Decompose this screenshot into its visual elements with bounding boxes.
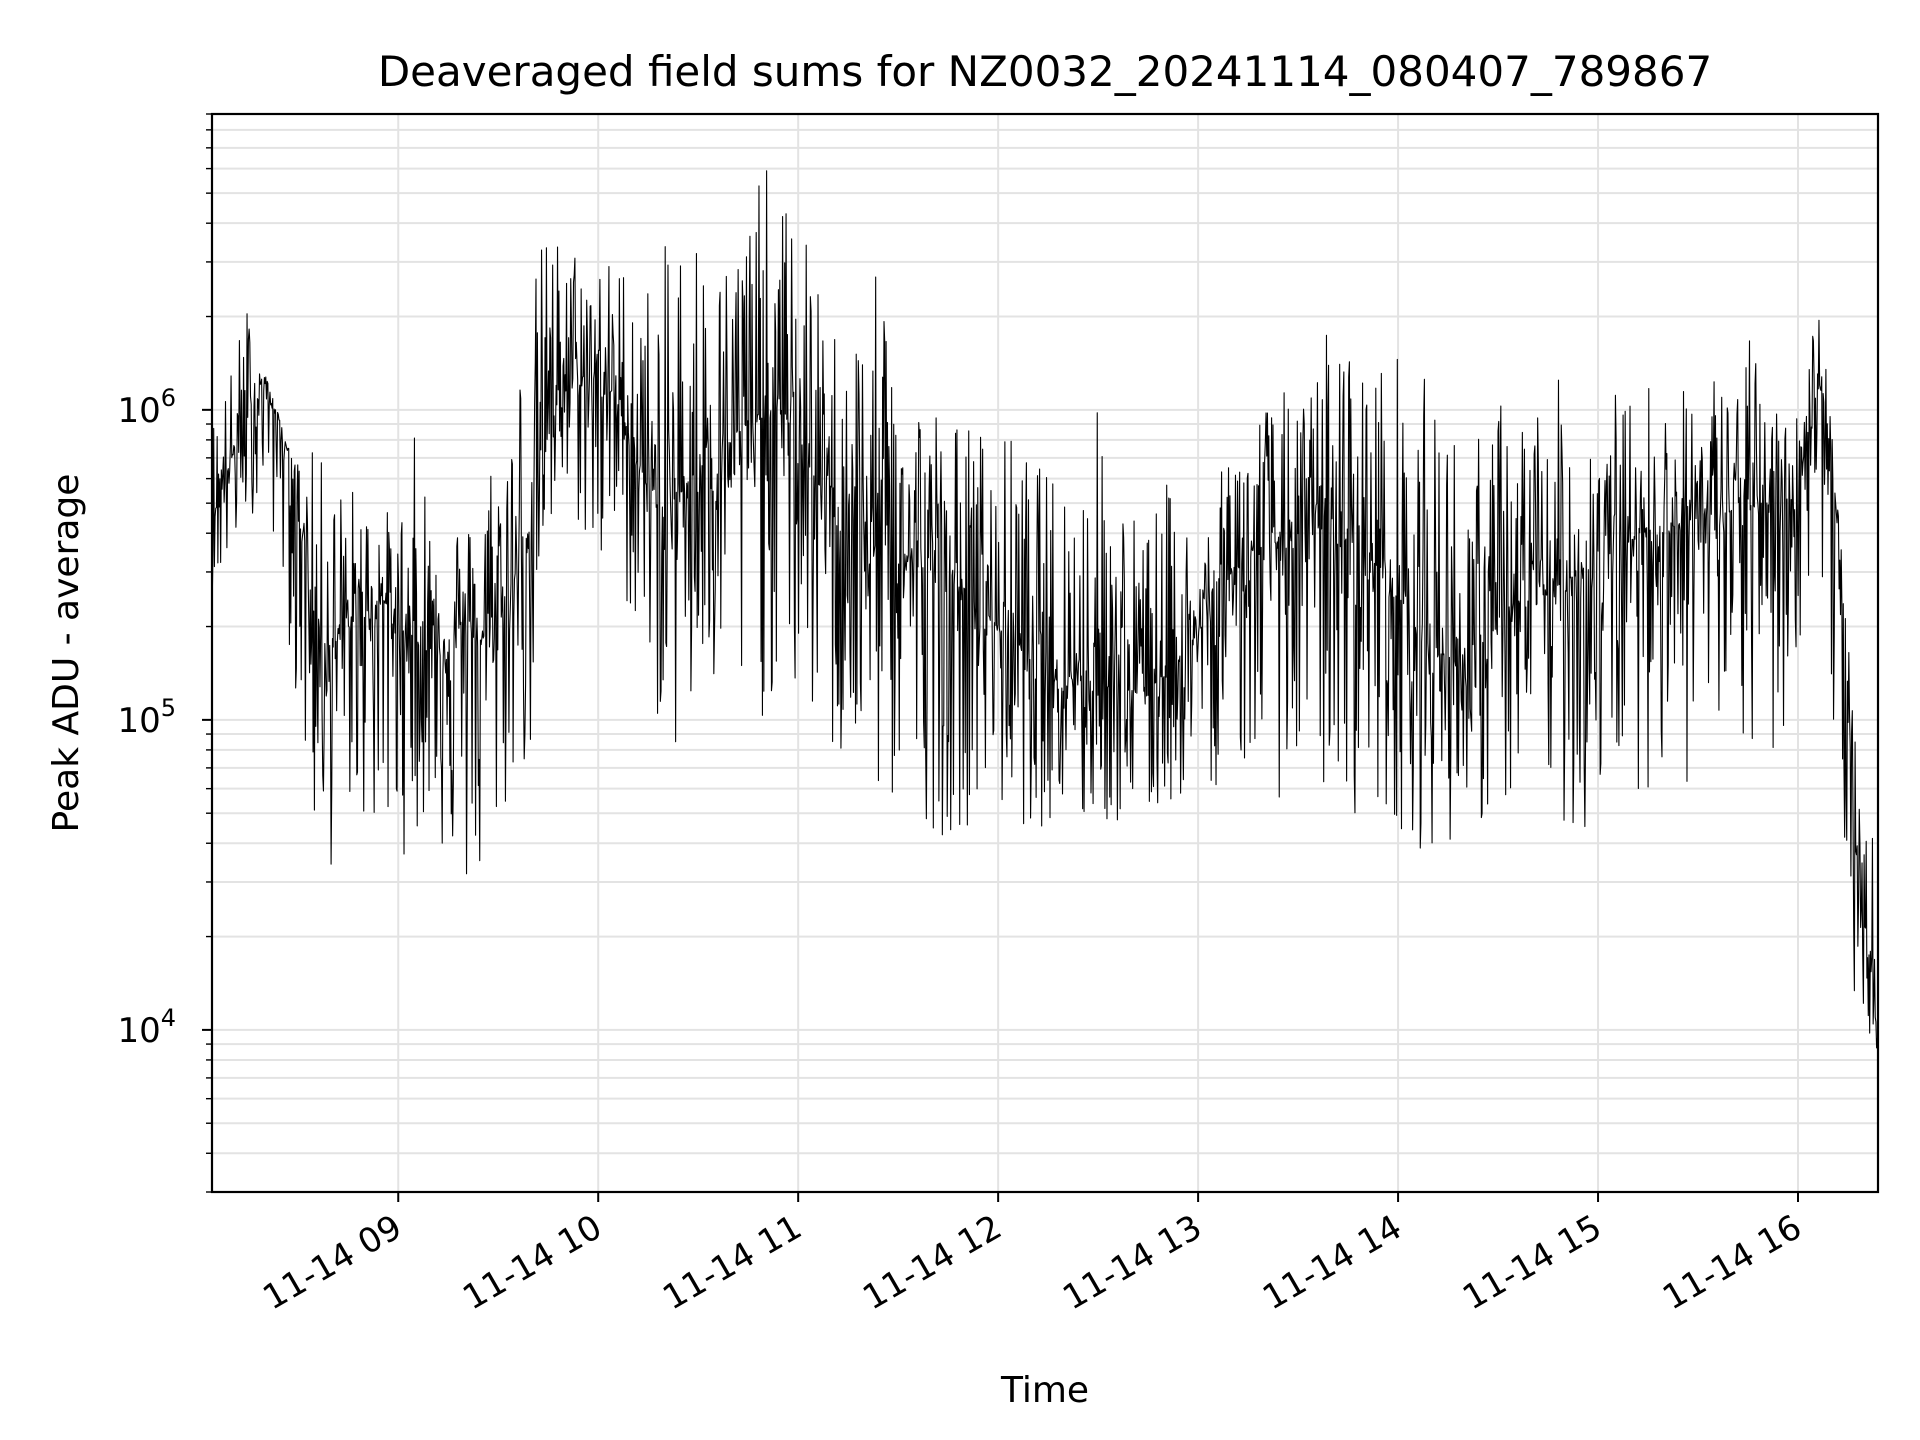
data-line-group bbox=[211, 170, 1879, 1049]
x-axis-label: Time bbox=[1000, 1370, 1089, 1411]
grid bbox=[212, 113, 1878, 1193]
chart-title: Deaveraged field sums for NZ0032_2024111… bbox=[378, 47, 1712, 96]
y-tick-label: 105 bbox=[117, 694, 176, 741]
data-line bbox=[211, 170, 1879, 1049]
y-axis-label: Peak ADU - average bbox=[46, 474, 87, 833]
plot-frame bbox=[210, 112, 1880, 1194]
